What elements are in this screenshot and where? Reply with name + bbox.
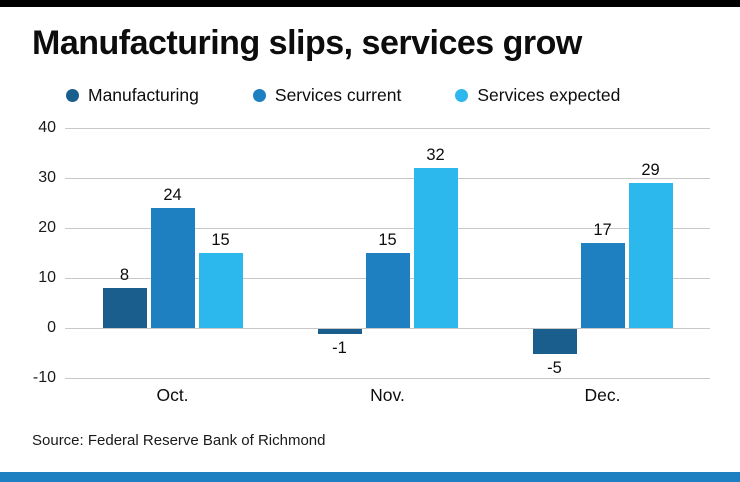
bar-value-label: 29 — [641, 161, 660, 179]
bar — [317, 329, 362, 334]
legend: Manufacturing Services current Services ex… — [66, 85, 620, 106]
bar — [365, 253, 410, 328]
legend-item-label: Services current — [274, 85, 402, 105]
bar-value-label: 24 — [163, 186, 182, 204]
bar — [198, 253, 243, 328]
top-accent-bar — [0, 0, 740, 7]
bar-value-label: -5 — [547, 359, 562, 377]
y-axis-tick-label: 0 — [47, 319, 56, 336]
legend-dot-icon — [66, 89, 79, 102]
legend-dot-icon — [252, 89, 266, 102]
bottom-accent-bar — [0, 472, 740, 482]
legend-item-label: Manufacturing — [88, 85, 199, 105]
bar-value-label: 15 — [211, 231, 230, 249]
x-axis-category-label: Dec. — [584, 385, 621, 405]
bar-value-label: 8 — [119, 266, 130, 284]
bar-value-label: 15 — [378, 231, 397, 249]
bar — [413, 168, 458, 328]
y-axis-tick-label: 30 — [38, 169, 56, 186]
bar-value-label: 32 — [426, 146, 445, 164]
bar — [102, 288, 147, 328]
legend-dot-icon — [455, 89, 469, 102]
bar-value-label: -1 — [332, 339, 347, 357]
legend-item: Manufacturing — [66, 85, 199, 106]
legend-item-label: Services expected — [477, 85, 621, 105]
bar — [532, 329, 577, 354]
x-axis-category-label: Nov. — [370, 385, 405, 405]
bar-value-label: 17 — [593, 221, 612, 239]
gridline — [65, 378, 710, 379]
gridline — [65, 178, 710, 179]
y-axis-tick-label: -10 — [32, 369, 56, 386]
bar — [628, 183, 673, 328]
y-axis-tick-label: 10 — [38, 269, 56, 286]
bar — [580, 243, 625, 328]
y-axis-tick-label: 20 — [38, 219, 56, 236]
gridline — [65, 228, 710, 229]
gridline — [65, 328, 710, 329]
source-note: Source: Federal Reserve Bank of Richmond — [32, 432, 326, 449]
y-axis-tick-label: 40 — [38, 119, 56, 136]
bar — [150, 208, 195, 328]
chart-title: Manufacturing slips, services grow — [32, 24, 582, 62]
legend-item: Services current — [252, 85, 402, 106]
gridline — [65, 128, 710, 129]
legend-item: Services expected — [455, 85, 620, 106]
x-axis-category-label: Oct. — [156, 385, 189, 405]
